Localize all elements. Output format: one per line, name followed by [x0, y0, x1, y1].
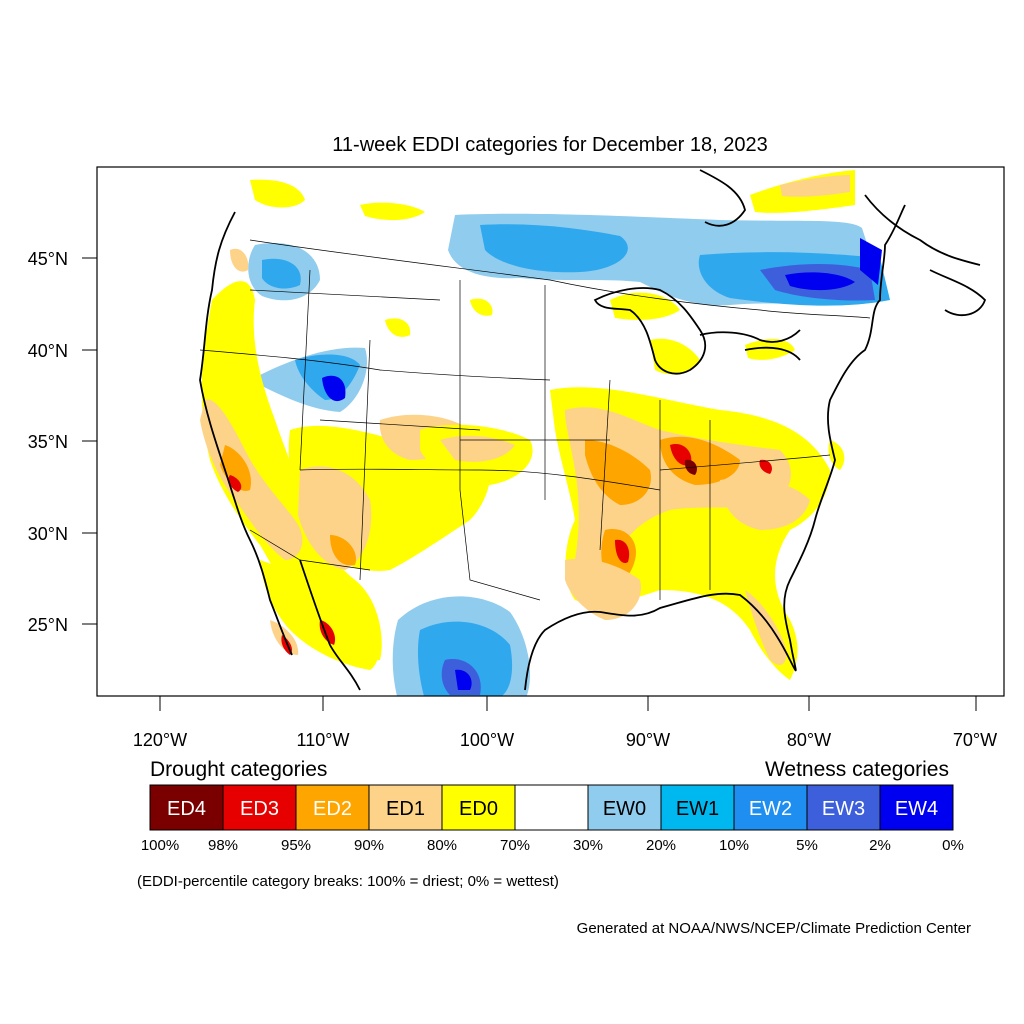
legend-swatch — [879, 784, 954, 831]
west-coast-line — [199, 211, 293, 656]
gulf-coast-line — [524, 519, 816, 691]
latitude-axis: 45°N 40°N 35°N 30°N 25°N — [28, 249, 97, 635]
legend-category-label: EW4 — [895, 798, 938, 820]
map-frame — [96, 166, 1005, 697]
lon-label: 70°W — [953, 730, 997, 750]
wetness-areas — [248, 213, 890, 696]
legend-color-bar: ED4 ED3 ED2 ED1 ED0 EW0 EW1 EW2 EW3 EW4 — [149, 784, 954, 831]
lon-label: 110°W — [297, 730, 350, 750]
legend-category-label: ED1 — [386, 798, 425, 820]
credit-line: Generated at NOAA/NWS/NCEP/Climate Predi… — [577, 920, 971, 937]
legend-category-label: EW3 — [822, 798, 865, 820]
lon-label: 90°W — [626, 730, 670, 750]
legend-category-label: EW1 — [676, 798, 719, 820]
legend-break-label: 30% — [573, 837, 603, 854]
east-coast-line — [814, 204, 906, 521]
legend-break-label: 95% — [281, 837, 311, 854]
lon-label: 100°W — [460, 730, 514, 750]
drought-heading: Drought categories — [150, 758, 327, 781]
lat-label: 25°N — [28, 615, 68, 635]
legend-swatch — [149, 784, 224, 831]
legend-break-label: 98% — [208, 837, 238, 854]
legend-break-label: 80% — [427, 837, 457, 854]
map-title: 11-week EDDI categories for December 18,… — [332, 134, 767, 156]
legend-break-label: 70% — [500, 837, 530, 854]
map-panel — [97, 167, 1004, 696]
legend-break-label: 10% — [719, 837, 749, 854]
legend-break-label: 100% — [141, 837, 179, 854]
legend-category-label: EW0 — [603, 798, 646, 820]
lat-label: 40°N — [28, 341, 68, 361]
legend-swatch — [295, 784, 370, 831]
boundaries — [199, 169, 987, 691]
legend-break-label: 2% — [869, 837, 891, 854]
legend-swatch — [368, 784, 443, 831]
hudson-bay-line — [699, 169, 746, 227]
state-lines — [199, 239, 871, 601]
wetness-heading: Wetness categories — [765, 758, 949, 781]
baja-coast-line — [299, 559, 361, 691]
legend-category-label: ED3 — [240, 798, 279, 820]
lat-label: 30°N — [28, 524, 68, 544]
legend-swatch — [222, 784, 297, 831]
legend-swatch — [514, 784, 589, 831]
longitude-axis: 120°W 110°W 100°W 90°W 80°W 70°W — [133, 696, 997, 750]
legend-category-label: ED2 — [313, 798, 352, 820]
legend-swatch — [733, 784, 808, 831]
legend-category-label: ED4 — [167, 798, 206, 820]
legend-note: (EDDI-percentile category breaks: 100% =… — [137, 873, 559, 890]
legend-break-label: 90% — [354, 837, 384, 854]
legend-break-labels: 100% 98% 95% 90% 80% 70% 30% 20% 10% 5% 2% 0% — [141, 837, 964, 854]
legend-category-label: ED0 — [459, 798, 498, 820]
legend-swatch — [441, 784, 516, 831]
legend-break-label: 20% — [646, 837, 676, 854]
lon-label: 120°W — [133, 730, 187, 750]
lon-label: 80°W — [787, 730, 831, 750]
legend-break-label: 0% — [942, 837, 964, 854]
lat-label: 35°N — [28, 432, 68, 452]
legend-break-label: 5% — [796, 837, 818, 854]
legend-category-label: EW2 — [749, 798, 792, 820]
lat-label: 45°N — [28, 249, 68, 269]
great-lakes-line — [593, 287, 707, 375]
